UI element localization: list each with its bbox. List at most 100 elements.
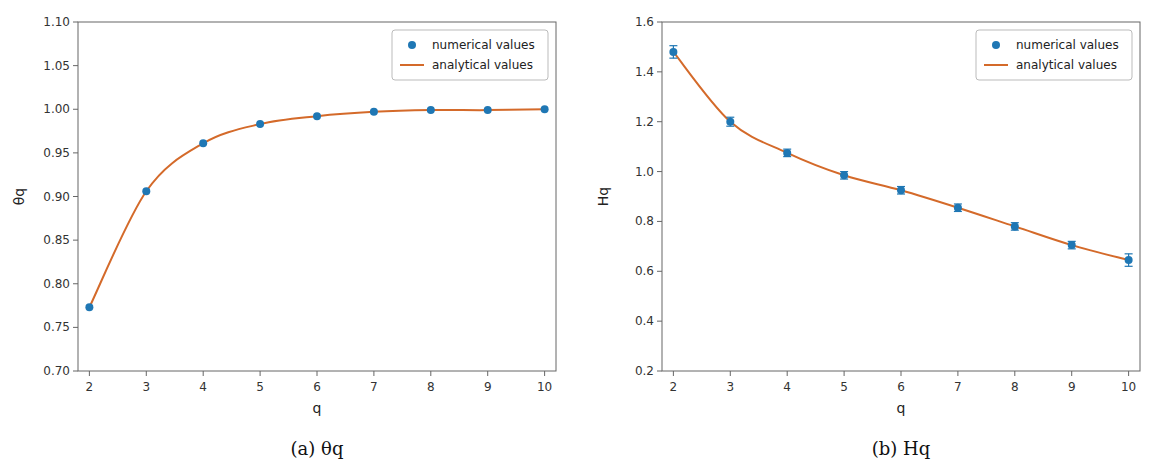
x-tick-label: 2 — [670, 380, 678, 394]
y-tick-label: 1.4 — [635, 65, 654, 79]
y-tick-label: 0.85 — [43, 233, 70, 247]
numerical-point — [669, 48, 677, 56]
y-tick — [73, 22, 78, 23]
x-tick — [203, 371, 204, 376]
numerical-point — [1125, 256, 1133, 264]
legend-label: numerical values — [432, 38, 535, 52]
legend-swatch — [408, 41, 416, 49]
figure: 23456789100.700.750.800.850.900.951.001.… — [0, 0, 1168, 471]
error-cap — [726, 117, 734, 118]
y-tick-label: 0.8 — [635, 214, 654, 228]
y-tick — [657, 121, 662, 122]
x-tick — [673, 371, 674, 376]
error-bar — [669, 46, 677, 58]
error-bar — [1125, 254, 1133, 266]
numerical-point — [484, 106, 492, 114]
x-tick-label: 3 — [726, 380, 734, 394]
numerical-point — [783, 149, 791, 157]
x-tick-label: 10 — [1121, 380, 1136, 394]
x-axis-label: q — [313, 400, 322, 416]
x-tick — [1071, 371, 1072, 376]
x-tick — [544, 371, 545, 376]
x-tick-label: 10 — [537, 380, 552, 394]
error-cap — [1125, 266, 1133, 267]
plot-frame — [78, 22, 556, 371]
plot-frame — [662, 22, 1140, 371]
numerical-point — [256, 120, 264, 128]
numerical-point — [427, 106, 435, 114]
x-tick — [901, 371, 902, 376]
y-tick-label: 0.70 — [43, 364, 70, 378]
numerical-point — [541, 105, 549, 113]
y-tick — [657, 22, 662, 23]
x-tick-label: 5 — [256, 380, 264, 394]
x-tick-label: 8 — [1011, 380, 1019, 394]
y-tick-label: 0.4 — [635, 314, 654, 328]
error-cap — [669, 58, 677, 59]
legend-label: numerical values — [1016, 38, 1119, 52]
x-tick — [317, 371, 318, 376]
y-tick-label: 0.90 — [43, 190, 70, 204]
legend-swatch — [400, 64, 424, 66]
y-axis-label: θq — [11, 188, 27, 205]
y-tick-label: 1.00 — [43, 102, 70, 116]
y-tick — [657, 371, 662, 372]
error-bar — [897, 187, 905, 194]
y-tick-label: 0.6 — [635, 264, 654, 278]
error-bar — [954, 204, 962, 211]
caption: (b) Hq — [872, 438, 931, 459]
x-tick-label: 9 — [1068, 380, 1076, 394]
x-tick — [787, 371, 788, 376]
x-tick — [487, 371, 488, 376]
x-tick-label: 9 — [484, 380, 492, 394]
numerical-point — [1011, 222, 1019, 230]
x-tick — [146, 371, 147, 376]
x-tick-label: 7 — [954, 380, 962, 394]
y-tick — [73, 65, 78, 66]
y-tick — [657, 271, 662, 272]
numerical-point — [85, 303, 93, 311]
legend-label: analytical values — [1016, 58, 1117, 72]
y-tick — [73, 152, 78, 153]
x-tick-label: 4 — [783, 380, 791, 394]
y-tick-label: 0.95 — [43, 146, 70, 160]
x-tick-label: 5 — [840, 380, 848, 394]
numerical-point — [1068, 241, 1076, 249]
x-tick-label: 2 — [86, 380, 94, 394]
error-bar — [840, 172, 848, 179]
y-tick — [73, 371, 78, 372]
error-bar — [726, 117, 734, 126]
x-tick — [1128, 371, 1129, 376]
numerical-point — [370, 108, 378, 116]
y-tick — [73, 283, 78, 284]
y-tick-label: 1.0 — [635, 165, 654, 179]
x-tick — [373, 371, 374, 376]
legend-box — [976, 30, 1132, 80]
legend: numerical values analytical values — [976, 30, 1132, 80]
y-tick — [657, 321, 662, 322]
error-bar — [1011, 223, 1019, 230]
x-tick-label: 3 — [142, 380, 150, 394]
x-tick — [430, 371, 431, 376]
x-tick-label: 7 — [370, 380, 378, 394]
x-tick — [844, 371, 845, 376]
x-tick — [730, 371, 731, 376]
y-tick-label: 0.75 — [43, 320, 70, 334]
legend: numerical valuesanalytical values — [392, 30, 548, 80]
y-tick-label: 1.6 — [635, 15, 654, 29]
y-tick — [657, 171, 662, 172]
x-tick-label: 4 — [199, 380, 207, 394]
marks — [85, 105, 548, 311]
x-tick — [260, 371, 261, 376]
numerical-point — [840, 171, 848, 179]
y-tick-label: 1.05 — [43, 59, 70, 73]
x-tick-label: 8 — [427, 380, 435, 394]
y-tick — [73, 109, 78, 110]
y-axis-label: Hq — [595, 187, 611, 206]
panel: 23456789100.700.750.800.850.900.951.001.… — [11, 15, 556, 459]
y-tick — [73, 196, 78, 197]
numerical-point — [954, 204, 962, 212]
y-tick — [657, 221, 662, 222]
y-tick — [73, 240, 78, 241]
error-cap — [726, 126, 734, 127]
